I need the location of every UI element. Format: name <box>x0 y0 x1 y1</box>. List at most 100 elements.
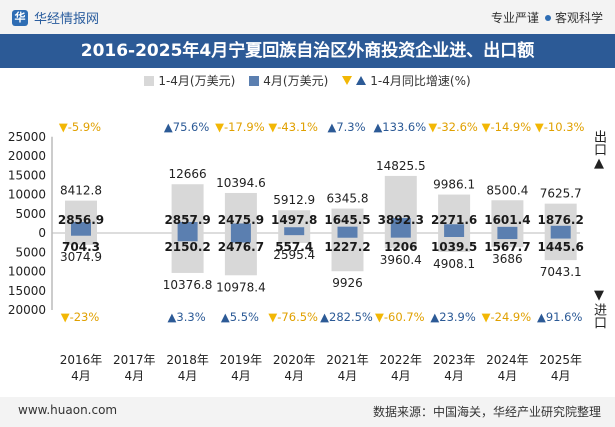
import-cum-label: 4908.1 <box>433 257 475 271</box>
export-growth-label-value: 7.3% <box>336 120 365 134</box>
up-triangle-icon: ▲ <box>327 120 336 134</box>
y-tick-label: 5000 <box>15 245 46 259</box>
import-growth-label: ▲5.5% <box>221 310 259 324</box>
export-month-label: 2856.9 <box>58 213 104 227</box>
import-growth-label-value: 5.5% <box>230 310 259 324</box>
export-growth-label: ▼-5.9% <box>59 120 101 134</box>
import-month-label: 1206 <box>384 240 417 254</box>
dot-icon <box>544 15 551 21</box>
up-triangle-icon: ▲ <box>168 310 177 324</box>
down-triangle-icon: ▼ <box>61 310 70 324</box>
import-growth-label: ▲23.9% <box>430 310 475 324</box>
import-growth-label: ▼-60.7% <box>375 310 425 324</box>
import-growth-label-value: -60.7% <box>384 310 425 324</box>
export-growth-label: ▼-14.9% <box>482 120 532 134</box>
export-month-bar <box>71 222 91 233</box>
up-triangle-icon: ▲ <box>430 310 439 324</box>
x-tick-label: 4月 <box>498 369 518 383</box>
import-growth-label: ▼-76.5% <box>268 310 318 324</box>
import-month-bar <box>71 233 91 236</box>
import-growth-label-value: 91.6% <box>546 310 583 324</box>
y-tick-label: 0 <box>38 226 46 240</box>
import-cum-label: 7043.1 <box>540 265 582 279</box>
import-cum-label: 2595.4 <box>273 248 315 262</box>
y-tick-label: 10000 <box>8 265 46 279</box>
export-growth-label: ▼-43.1% <box>268 120 318 134</box>
import-growth-label-value: 23.9% <box>439 310 476 324</box>
import-growth-label: ▲3.3% <box>168 310 206 324</box>
x-tick-label: 4月 <box>391 369 411 383</box>
export-growth-label-value: -43.1% <box>277 120 318 134</box>
export-month-bar <box>337 226 358 233</box>
x-tick-label: 2017年 <box>113 353 156 367</box>
export-growth-label-value: 75.6% <box>173 120 210 134</box>
export-growth-label-value: 133.6% <box>382 120 426 134</box>
tagline-left: 专业严谨 <box>490 11 539 25</box>
y-tick-label: 20000 <box>8 149 46 163</box>
import-month-bar <box>550 233 571 239</box>
export-cum-label: 12666 <box>169 167 207 181</box>
import-growth-label-value: -76.5% <box>277 310 318 324</box>
x-tick-label: 4月 <box>178 369 198 383</box>
import-month-bar <box>497 233 518 240</box>
export-month-label: 2857.9 <box>164 213 210 227</box>
x-tick-label: 4月 <box>124 369 144 383</box>
import-growth-label-value: 282.5% <box>329 310 373 324</box>
side-import-text: 进口 <box>591 303 606 329</box>
down-triangle-icon: ▼ <box>535 120 544 134</box>
legend-item-month: 4月(万美元) <box>249 72 328 89</box>
import-month-bar <box>284 233 305 236</box>
export-month-bar <box>284 227 305 233</box>
up-triangle-icon: ▲ <box>164 120 173 134</box>
down-triangle-icon: ▼ <box>59 120 68 134</box>
import-month-bar <box>177 233 198 242</box>
brand[interactable]: 华 华经情报网 <box>12 8 99 27</box>
up-triangle-icon: ▲ <box>373 120 382 134</box>
export-growth-label: ▲133.6% <box>373 120 426 134</box>
import-month-label: 1039.5 <box>431 240 477 254</box>
up-triangle-icon: ▲ <box>221 310 230 324</box>
export-cum-label: 10394.6 <box>216 176 266 190</box>
x-tick-label: 2025年 <box>539 353 582 367</box>
y-tick-label: 20000 <box>8 303 46 317</box>
import-growth-label: ▼-23% <box>61 310 100 324</box>
import-month-label: 1227.2 <box>324 240 370 254</box>
export-growth-label: ▼-32.6% <box>428 120 478 134</box>
import-month-label: 1567.7 <box>484 240 530 254</box>
export-month-bar <box>177 221 198 233</box>
tagline: 专业严谨 客观科学 <box>491 9 603 26</box>
export-month-bar <box>390 218 411 233</box>
y-tick-label: 15000 <box>8 284 46 298</box>
side-label-export: 出口 ▲ <box>591 130 607 171</box>
export-cum-label: 14825.5 <box>376 159 426 173</box>
import-month-label: 2476.7 <box>218 240 264 254</box>
legend-swatch-cum <box>144 75 155 86</box>
x-tick-label: 2023年 <box>433 353 476 367</box>
website-link[interactable]: www.huaon.com <box>18 403 118 417</box>
export-month-label: 1645.5 <box>324 213 370 227</box>
x-tick-label: 2016年 <box>60 353 103 367</box>
footer: www.huaon.com 数据来源：中国海关，华经产业研究院整理 <box>0 397 615 427</box>
y-tick-label: 25000 <box>8 130 46 144</box>
import-cum-label: 9926 <box>332 276 363 290</box>
import-cum-bar <box>438 233 471 252</box>
export-month-bar <box>230 223 251 233</box>
import-month-bar <box>444 233 465 238</box>
down-triangle-icon: ▼ <box>268 310 277 324</box>
import-month-label: 557.4 <box>275 240 313 254</box>
tagline-right: 客观科学 <box>554 11 603 25</box>
legend-label-cum: 1-4月(万美元) <box>158 74 236 88</box>
import-cum-label: 10978.4 <box>216 280 266 294</box>
export-month-bar <box>497 226 518 233</box>
export-month-label: 3892.3 <box>378 213 424 227</box>
x-tick-label: 2020年 <box>273 353 316 367</box>
import-month-bar <box>337 233 358 238</box>
legend-label-month: 4月(万美元) <box>263 74 329 88</box>
legend-label-growth: 1-4月同比增速(%) <box>370 74 471 88</box>
up-triangle-icon: ▲ <box>320 310 329 324</box>
up-triangle-icon: ▲ <box>537 310 546 324</box>
import-growth-label-value: -23% <box>70 310 100 324</box>
y-tick-label: 5000 <box>15 207 46 221</box>
import-cum-label: 10376.8 <box>163 278 213 292</box>
export-growth-label-value: -5.9% <box>68 120 101 134</box>
